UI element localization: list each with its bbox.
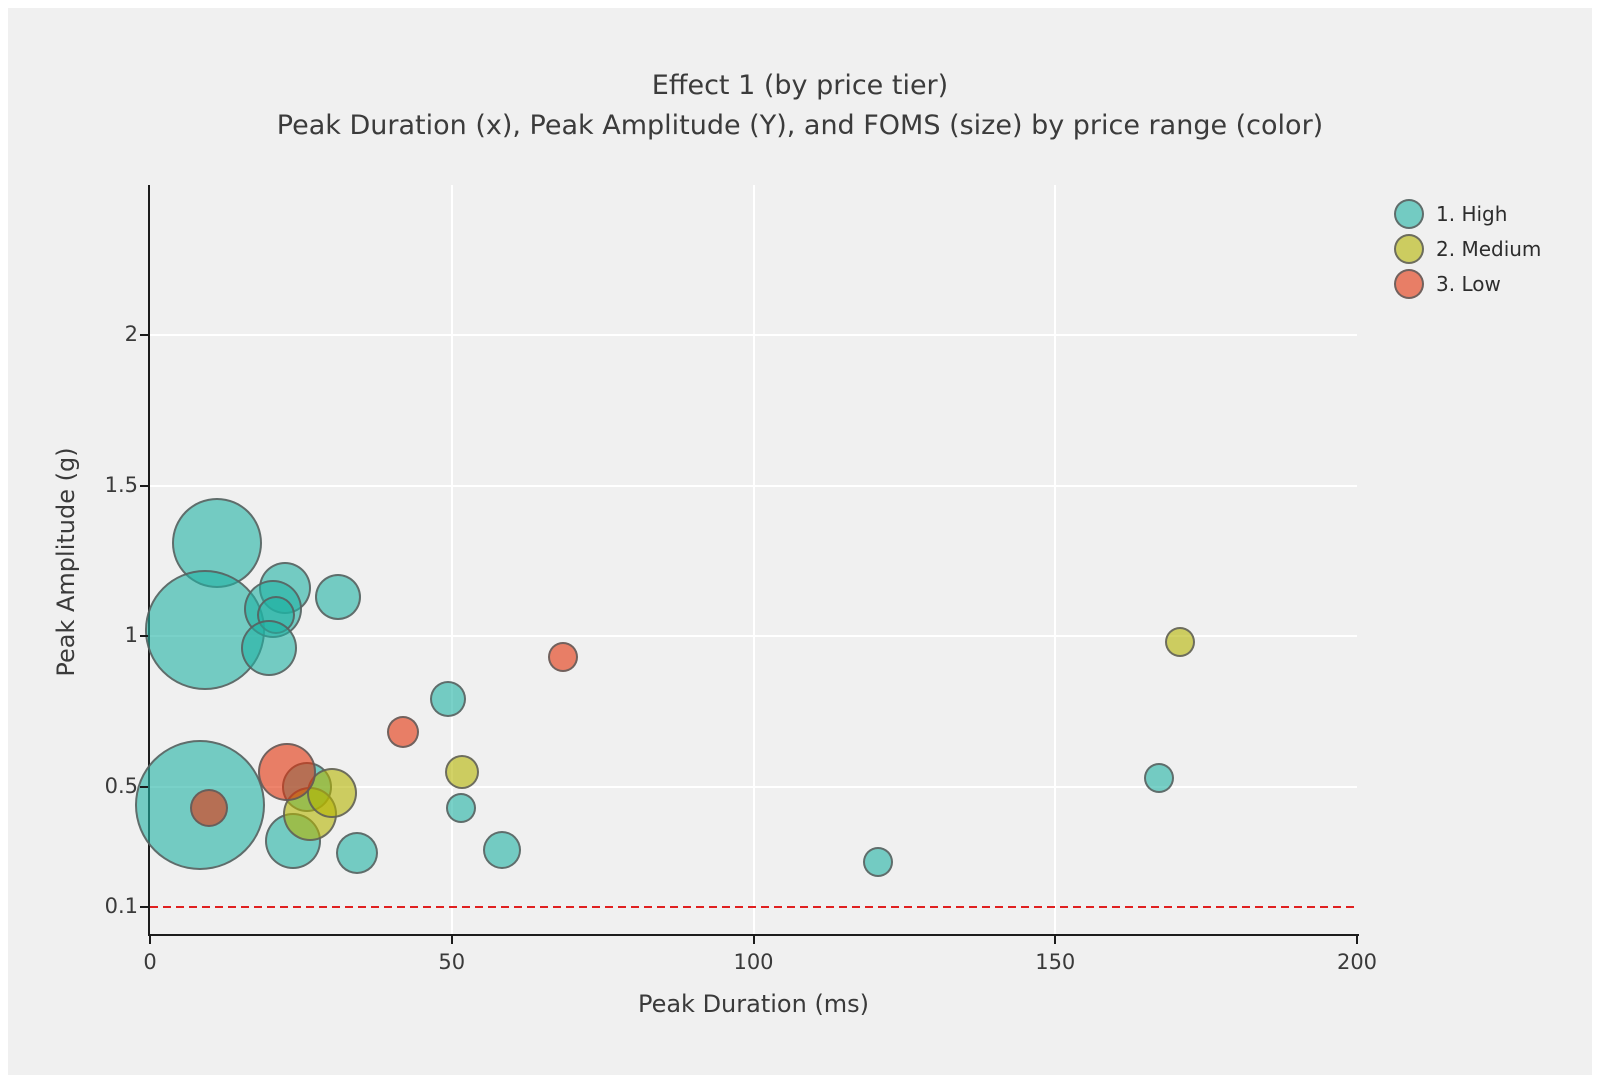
x-tick <box>450 936 453 944</box>
bubble-medium <box>445 754 479 789</box>
gridline-x <box>752 185 755 934</box>
x-tick-label: 200 <box>1336 950 1378 974</box>
x-tick-label: 0 <box>143 950 157 974</box>
gridline-y <box>150 334 1357 337</box>
threshold-line <box>150 905 1357 908</box>
legend-item-high[interactable]: 1. High <box>1394 196 1541 231</box>
y-tick <box>140 905 148 908</box>
x-axis-line <box>148 934 1359 936</box>
y-tick <box>140 334 148 337</box>
y-tick-label: 0.5 <box>104 773 138 798</box>
chart-subtitle: Peak Duration (x), Peak Amplitude (Y), a… <box>276 110 1324 141</box>
legend: 1. High 2. Medium 3. Low <box>1394 196 1541 301</box>
x-tick <box>149 936 151 944</box>
legend-item-label: 2. Medium <box>1436 236 1542 261</box>
gridline-y <box>150 785 1357 788</box>
chart-header: Effect 1 (by price tier) Peak Duration (… <box>8 66 1592 146</box>
y-axis-line <box>148 185 150 936</box>
y-tick <box>140 785 148 788</box>
y-tick-label: 1.5 <box>104 472 138 497</box>
x-tick-label: 100 <box>733 950 774 974</box>
bubble-low <box>190 788 229 827</box>
legend-swatch-low-icon <box>1394 268 1424 299</box>
bubble-high <box>240 620 297 677</box>
gridline-x <box>450 185 453 934</box>
chart-title: Effect 1 (by price tier) <box>651 70 949 101</box>
bubble-high <box>862 846 893 877</box>
bubble-high <box>430 681 467 718</box>
legend-item-label: 1. High <box>1436 201 1508 226</box>
bubble-high <box>445 792 476 823</box>
gridline-x <box>1054 185 1057 934</box>
legend-swatch-high-icon <box>1394 198 1424 229</box>
y-tick-label: 0.1 <box>104 893 138 918</box>
x-tick-label: 150 <box>1035 950 1076 974</box>
y-tick <box>140 484 148 487</box>
bubble-high <box>315 574 362 621</box>
bubble-medium <box>1165 627 1196 658</box>
gridline-y <box>150 484 1357 487</box>
x-tick <box>1054 936 1057 944</box>
x-axis-title: Peak Duration (ms) <box>637 990 870 1018</box>
x-tick <box>1356 936 1358 944</box>
y-tick-label: 1 <box>124 623 138 648</box>
legend-item-low[interactable]: 3. Low <box>1394 266 1541 301</box>
legend-swatch-medium-icon <box>1394 233 1424 264</box>
bubble-high <box>336 831 378 874</box>
y-tick <box>140 635 148 638</box>
bubble-low <box>257 742 316 801</box>
bubble-high <box>482 830 521 869</box>
bubble-low <box>548 642 579 673</box>
bubble-low <box>386 716 419 749</box>
y-tick-label: 2 <box>124 322 138 347</box>
bubble-high <box>144 570 265 691</box>
legend-item-medium[interactable]: 2. Medium <box>1394 231 1541 266</box>
legend-item-label: 3. Low <box>1436 271 1501 296</box>
gridline-y <box>150 635 1357 638</box>
plot-area: 0 50 100 150 200 0.1 0.5 1 1.5 2 <box>105 185 1377 974</box>
y-axis-title: Peak Amplitude (g) <box>52 447 80 677</box>
x-tick-label: 50 <box>438 950 466 974</box>
bubble-high <box>1144 762 1175 793</box>
x-tick <box>752 936 755 944</box>
